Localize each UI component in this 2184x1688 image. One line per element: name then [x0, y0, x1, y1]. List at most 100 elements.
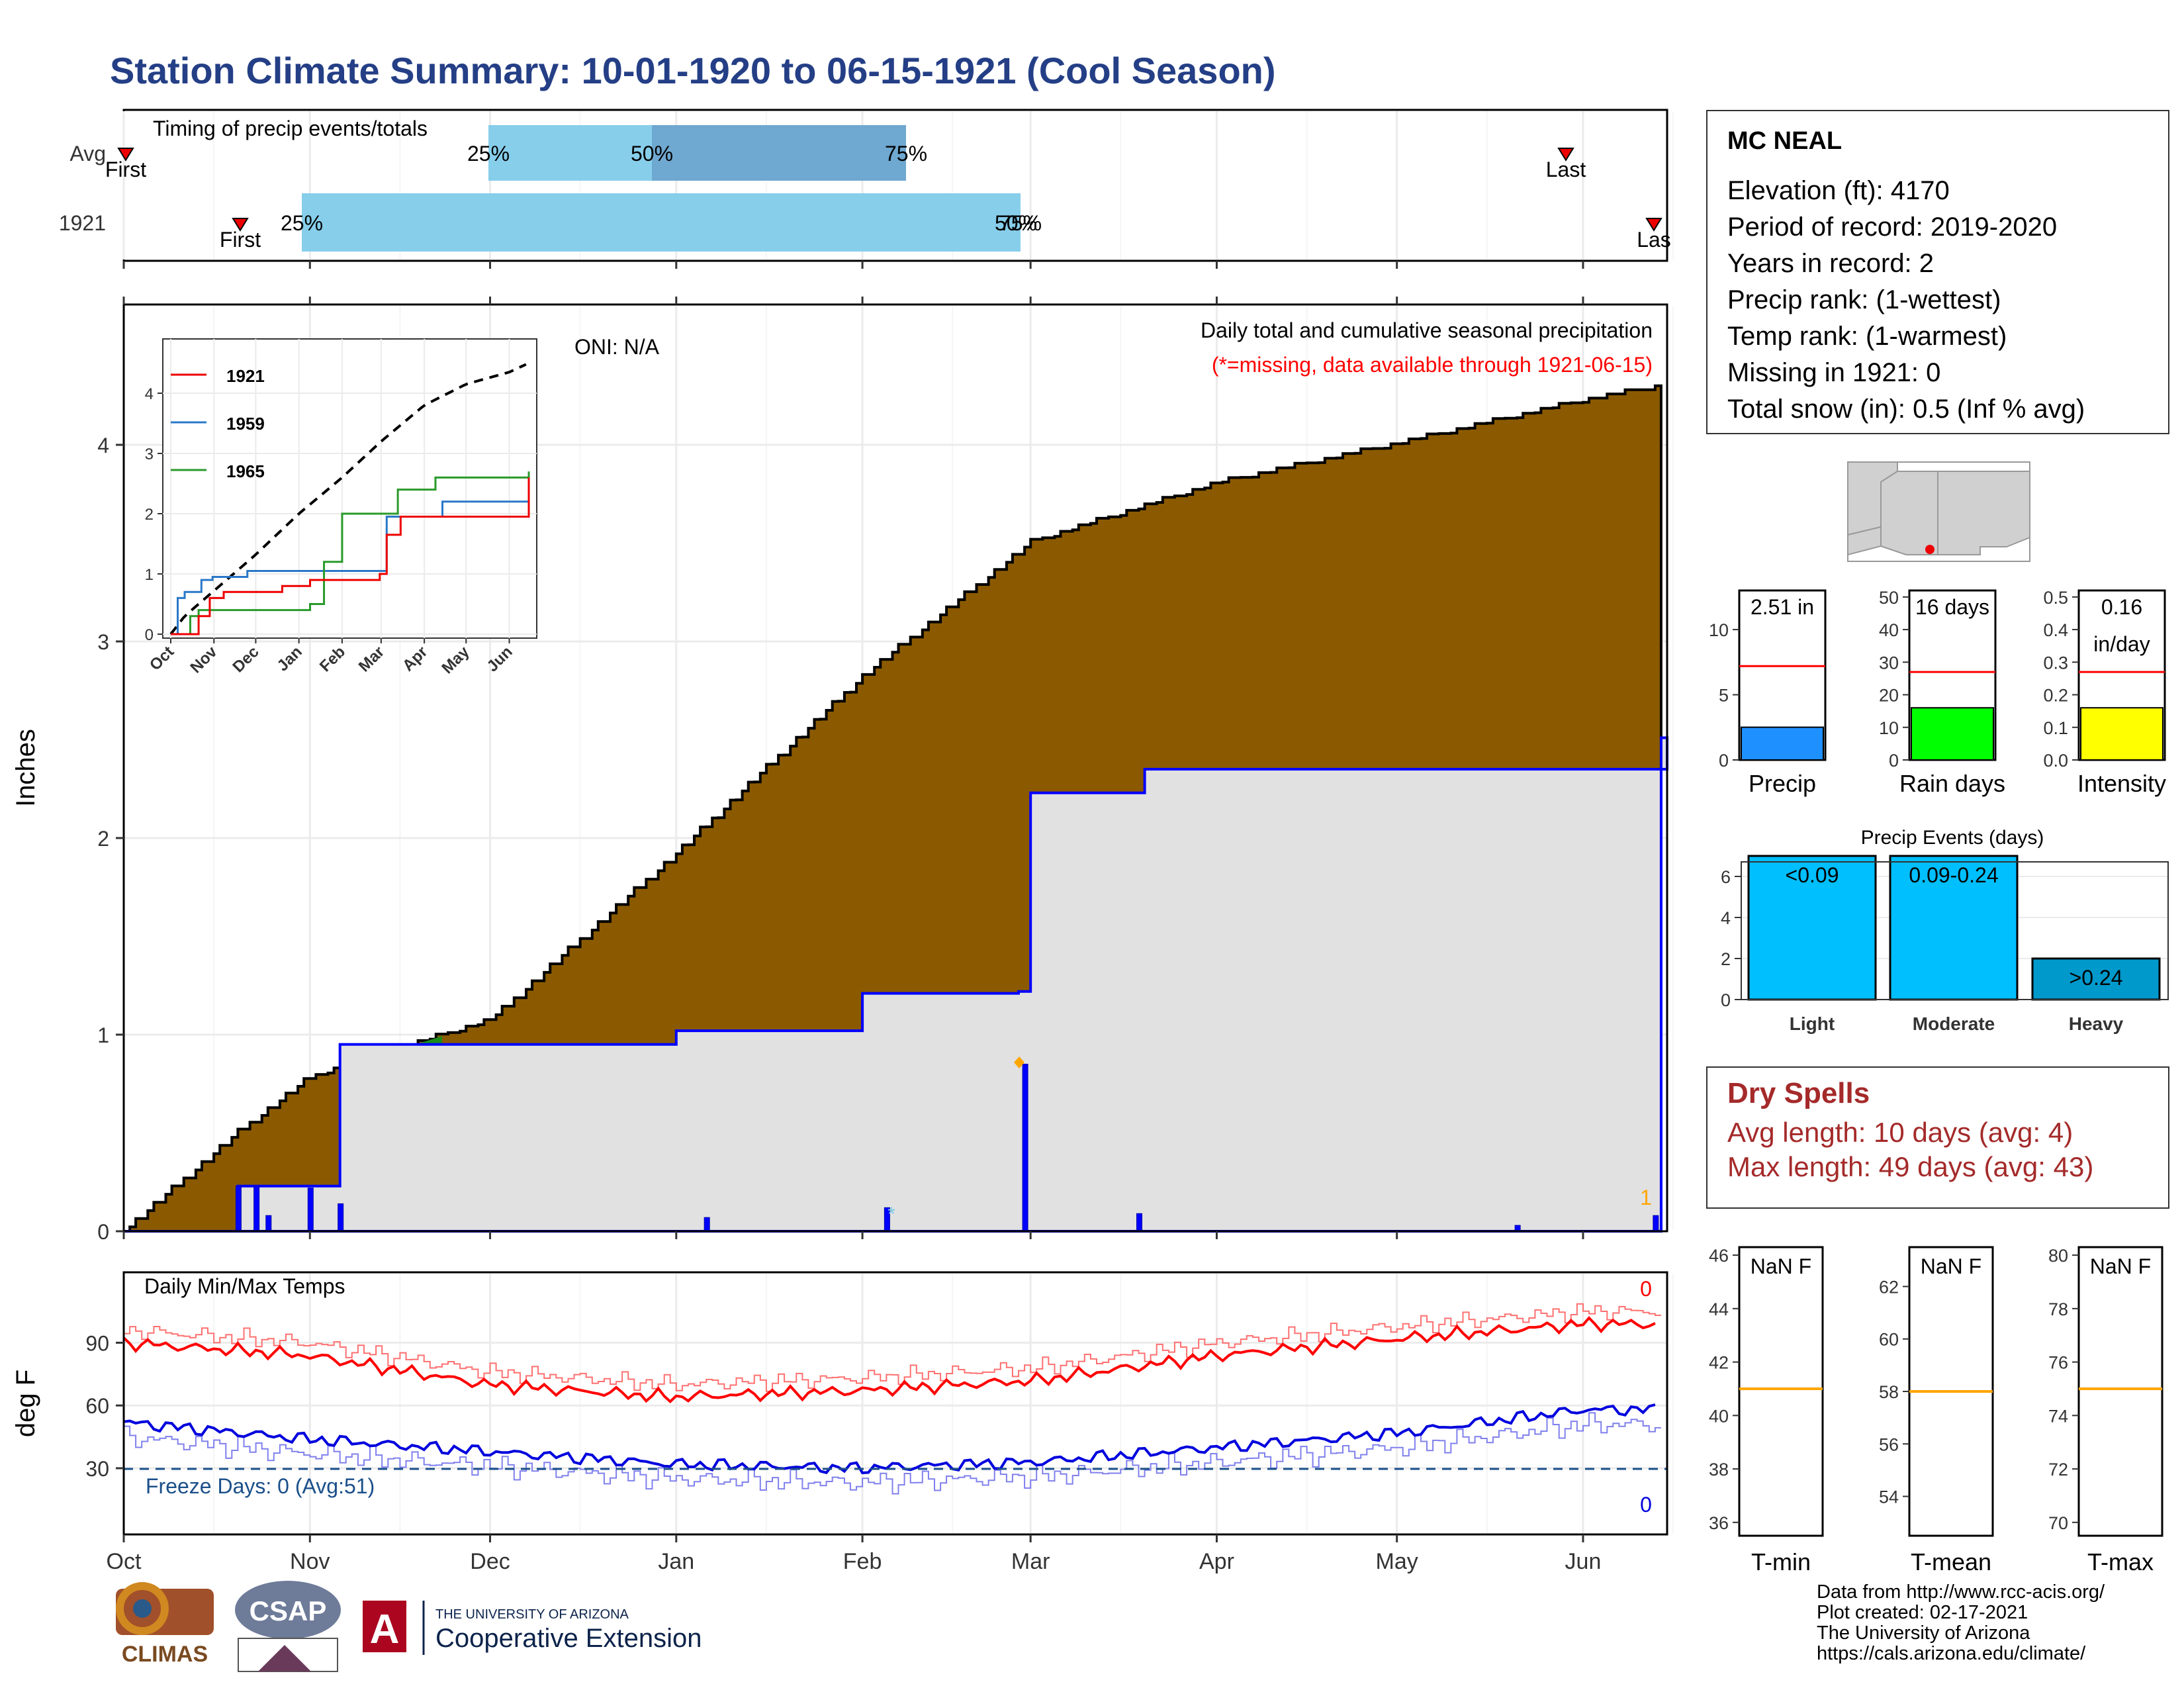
precip-ytick-label: 2 — [97, 827, 109, 851]
mini-bar-label: Rain days — [1899, 770, 2005, 797]
climas-logo-text: CLIMAS — [122, 1642, 208, 1667]
temp-box-ytick: 80 — [2048, 1246, 2068, 1266]
mini-bar-ytick: 0.1 — [2043, 718, 2068, 738]
precip-ylabel: Inches — [11, 729, 40, 807]
inset-legend-1921: 1921 — [226, 366, 265, 386]
avg-50-75-bar — [652, 125, 906, 181]
mini-bar-value — [2080, 707, 2163, 761]
temp-box-ytick: 56 — [1879, 1434, 1899, 1454]
mini-bar-ytick: 0.2 — [2043, 686, 2068, 706]
precip-panel-subtitle: (*=missing, data available through 1921-… — [1212, 353, 1653, 377]
mini-bar-ytick: 0.0 — [2043, 751, 2068, 771]
current-p25-label: 25% — [281, 211, 323, 235]
daily-precip-bar — [235, 1186, 242, 1232]
inset-1921-line — [171, 477, 530, 635]
temp-box-ytick: 74 — [2048, 1406, 2068, 1426]
credit-line: Data from http://www.rcc-acis.org/ — [1817, 1581, 2105, 1603]
mini-bar-ytick: 5 — [1719, 686, 1729, 706]
mini-bar-ytick: 30 — [1879, 653, 1899, 673]
station-info-line: Period of record: 2019-2020 — [1727, 212, 2058, 242]
station-info-line: Temp rank: (1-warmest) — [1727, 322, 2007, 351]
credits-block: Data from http://www.rcc-acis.org/Plot c… — [1817, 1582, 2105, 1664]
events-bin-label: 0.09-0.24 — [1909, 863, 1998, 887]
precip-ytick-label: 1 — [97, 1023, 109, 1047]
tmax-line — [122, 1315, 1656, 1404]
inset-ytick-label: 4 — [145, 385, 154, 403]
mini-bar-ytick: 0.4 — [2043, 620, 2068, 640]
daily-precip-bar — [704, 1217, 710, 1232]
temp-box-ytick: 44 — [1709, 1299, 1729, 1319]
station-location-dot — [1925, 545, 1934, 554]
temp-box-label: T-min — [1751, 1548, 1811, 1575]
temp-box-t-mean: 54 56 58 60 62 NaN F T-mean — [1879, 1246, 1994, 1575]
inset-ytick-label: 1 — [145, 566, 154, 584]
events-bar — [1889, 855, 2019, 1001]
inset-legend-1965: 1965 — [226, 461, 265, 481]
tmin-line — [123, 1403, 1656, 1475]
temp-panel: Daily Min/Max Temps Freeze Days: 0 (Avg:… — [11, 261, 1674, 1574]
mini-bar-precip: 0 5 10 2.51 in Precip — [1709, 589, 1827, 797]
mini-bar-value — [1911, 707, 1994, 761]
mini-bar-ytick: 50 — [1879, 588, 1899, 608]
events-category-label: Light — [1790, 1013, 1835, 1034]
temp-ytick-label: 30 — [85, 1457, 109, 1481]
csap-logo: CSAP — [235, 1581, 341, 1672]
temp-box-ytick: 40 — [1709, 1406, 1729, 1426]
station-info-line: Missing in 1921: 0 — [1727, 358, 1941, 387]
precip-ytick-label: 3 — [97, 630, 109, 654]
dry-spells-avg: Avg length: 10 days (avg: 4) — [1727, 1117, 2073, 1148]
snow-marker: * — [887, 1203, 895, 1225]
station-info-line: Years in record: 2 — [1727, 249, 1934, 278]
mini-bar-value-label: 0.16 — [2101, 595, 2142, 619]
precip-ytick-label: 4 — [97, 434, 109, 457]
ua-main-text: Cooperative Extension — [435, 1624, 702, 1653]
events-category-label: Moderate — [1913, 1013, 1995, 1034]
dry-spells-max: Max length: 49 days (avg: 43) — [1727, 1151, 2094, 1182]
oni-label: ONI: N/A — [574, 335, 660, 359]
tmin-count-label: 0 — [1640, 1493, 1652, 1517]
inset-ytick-label: 2 — [145, 506, 154, 524]
temp-box-value: NaN F — [1921, 1254, 1981, 1278]
ua-a-mark: A — [370, 1607, 400, 1652]
avg-first-marker — [117, 148, 134, 162]
mini-bar-ytick: 10 — [1879, 718, 1899, 738]
mini-bar-ytick: 10 — [1709, 620, 1729, 640]
mini-bar-rain-days: 0 10 20 30 40 50 16 days Rain days — [1879, 588, 2005, 797]
temp-box-ytick: 60 — [1879, 1330, 1899, 1350]
timing-row-current: 1921 — [59, 211, 106, 235]
daily-precip-bar — [253, 1186, 260, 1232]
station-info-box: MC NEAL Elevation (ft): 4170 Period of re… — [1706, 110, 2169, 434]
state-map — [1847, 461, 2030, 562]
current-25-75-bar — [302, 193, 1021, 252]
mini-bar-value-unit: in/day — [2093, 632, 2150, 656]
max-daily-marker — [1014, 1056, 1024, 1068]
avg-p75-label: 75% — [885, 142, 927, 165]
mini-bar-ytick: 40 — [1879, 620, 1899, 640]
station-name: MC NEAL — [1727, 127, 1843, 155]
mini-bar-label: Precip — [1749, 770, 1816, 797]
daily-precip-bar — [1136, 1213, 1142, 1232]
mini-bar-ytick: 0 — [1719, 751, 1729, 771]
events-bar — [1747, 855, 1877, 1001]
mini-bar-ytick: 0 — [1889, 751, 1899, 771]
station-info-line: Total snow (in): 0.5 (Inf % avg) — [1727, 395, 2085, 424]
inset-1965-line — [171, 471, 530, 635]
events-category-label: Heavy — [2069, 1013, 2124, 1034]
page-title: Station Climate Summary: 10-01-1920 to 0… — [110, 50, 1276, 91]
temp-box-value: NaN F — [1751, 1254, 1811, 1278]
mini-bar-ytick: 0.5 — [2043, 588, 2068, 608]
events-ytick: 2 — [1721, 949, 1731, 969]
month-tick-label: Oct — [107, 1549, 142, 1574]
events-ytick: 0 — [1721, 990, 1731, 1010]
mini-bar-value-label: 2.51 in — [1751, 595, 1814, 619]
avg-p50-label: 50% — [631, 142, 673, 165]
precip-events-chart: Precip Events (days) 0 2 4 6 <0.09 Light 0.09-0… — [1721, 827, 2169, 1034]
inset-ytick-label: 3 — [145, 445, 154, 463]
temp-box-ytick: 42 — [1709, 1353, 1729, 1373]
month-tick-label: Feb — [843, 1549, 882, 1574]
current-p75-label: 75% — [999, 211, 1042, 235]
daily-precip-bar — [265, 1215, 272, 1232]
ua-logo: A THE UNIVERSITY OF ARIZONA Cooperative … — [363, 1601, 702, 1655]
tmax-count-label: 0 — [1640, 1277, 1652, 1301]
